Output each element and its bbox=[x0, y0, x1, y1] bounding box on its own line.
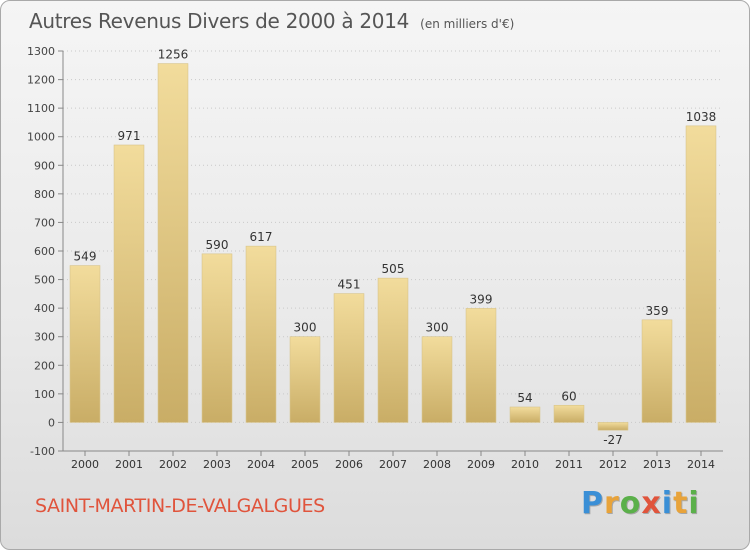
data-label: 617 bbox=[250, 230, 273, 244]
y-tick-label: 500 bbox=[34, 274, 55, 287]
data-label: 451 bbox=[338, 278, 361, 292]
y-tick-label: 200 bbox=[34, 359, 55, 372]
bars bbox=[69, 63, 717, 431]
x-tick-label: 2006 bbox=[335, 458, 363, 471]
bar bbox=[377, 277, 409, 423]
bar bbox=[157, 63, 189, 423]
data-label: 1038 bbox=[686, 110, 717, 124]
y-tick-label: 800 bbox=[34, 188, 55, 201]
x-tick-label: 2007 bbox=[379, 458, 407, 471]
y-tick-label: 1200 bbox=[27, 74, 55, 87]
chart-unit: (en milliers d'€) bbox=[420, 17, 515, 31]
y-tick-label: 0 bbox=[48, 416, 55, 429]
bar bbox=[113, 144, 145, 423]
x-tick-label: 2004 bbox=[247, 458, 275, 471]
data-label: 590 bbox=[206, 238, 229, 252]
data-label: 300 bbox=[294, 321, 317, 335]
x-tick-label: 2010 bbox=[511, 458, 539, 471]
x-tick-label: 2005 bbox=[291, 458, 319, 471]
y-tick-label: 100 bbox=[34, 388, 55, 401]
x-tick-label: 2000 bbox=[71, 458, 99, 471]
y-tick-label: 300 bbox=[34, 331, 55, 344]
logo-letter: t bbox=[673, 486, 689, 521]
bar bbox=[69, 265, 101, 423]
x-tick-label: 2001 bbox=[115, 458, 143, 471]
chart-title-row: Autres Revenus Divers de 2000 à 2014 (en… bbox=[29, 9, 514, 33]
commune-name: SAINT-MARTIN-DE-VALGALGUES bbox=[35, 495, 325, 517]
bar bbox=[685, 125, 717, 423]
bar bbox=[553, 404, 585, 423]
y-tick-label: 1000 bbox=[27, 131, 55, 144]
y-tick-label: 900 bbox=[34, 159, 55, 172]
x-tick-label: 2002 bbox=[159, 458, 187, 471]
bar bbox=[201, 253, 233, 423]
bar bbox=[597, 422, 629, 431]
bar bbox=[641, 319, 673, 423]
y-tick-label: 1300 bbox=[27, 45, 55, 58]
x-tick-label: 2011 bbox=[555, 458, 583, 471]
logo-letter: x bbox=[641, 486, 662, 521]
data-label: 971 bbox=[118, 129, 141, 143]
bar bbox=[465, 308, 497, 423]
proxiti-logo[interactable]: Proxiti bbox=[581, 486, 700, 521]
data-label: 54 bbox=[517, 391, 532, 405]
bar bbox=[509, 406, 541, 423]
x-tick-label: 2013 bbox=[643, 458, 671, 471]
axes: -100 0 100 200 300 400 500 600 700 800 900 1000 1100… bbox=[27, 45, 723, 471]
logo-letter: i bbox=[661, 486, 674, 521]
data-label: 60 bbox=[561, 389, 576, 403]
data-label: 505 bbox=[382, 262, 405, 276]
logo-letter: P bbox=[581, 486, 604, 521]
logo-letter: i bbox=[688, 486, 700, 521]
x-tick-label: 2009 bbox=[467, 458, 495, 471]
data-label: 1256 bbox=[158, 48, 189, 62]
y-tick-label: 600 bbox=[34, 245, 55, 258]
y-tick-label: 1100 bbox=[27, 102, 55, 115]
x-tick-label: 2014 bbox=[687, 458, 715, 471]
bar bbox=[333, 293, 365, 423]
bar bbox=[289, 336, 321, 423]
logo-letter: o bbox=[619, 486, 642, 521]
x-tick-label: 2008 bbox=[423, 458, 451, 471]
chart-title: Autres Revenus Divers de 2000 à 2014 bbox=[29, 9, 410, 33]
y-tick-label: 700 bbox=[34, 216, 55, 229]
bar bbox=[421, 336, 453, 423]
data-label: -27 bbox=[603, 433, 623, 447]
data-labels: 549 971 1256 590 617 300 451 505 300 399 54 60 -27 35… bbox=[74, 48, 717, 448]
x-tick-label: 2012 bbox=[599, 458, 627, 471]
logo-letter: r bbox=[604, 486, 620, 521]
data-label: 359 bbox=[646, 304, 669, 318]
y-tick-label: 400 bbox=[34, 302, 55, 315]
data-label: 399 bbox=[470, 292, 493, 306]
data-label: 300 bbox=[426, 321, 449, 335]
y-tick-label: -100 bbox=[30, 445, 55, 458]
data-label: 549 bbox=[74, 250, 97, 264]
bar bbox=[245, 245, 277, 423]
x-tick-label: 2003 bbox=[203, 458, 231, 471]
